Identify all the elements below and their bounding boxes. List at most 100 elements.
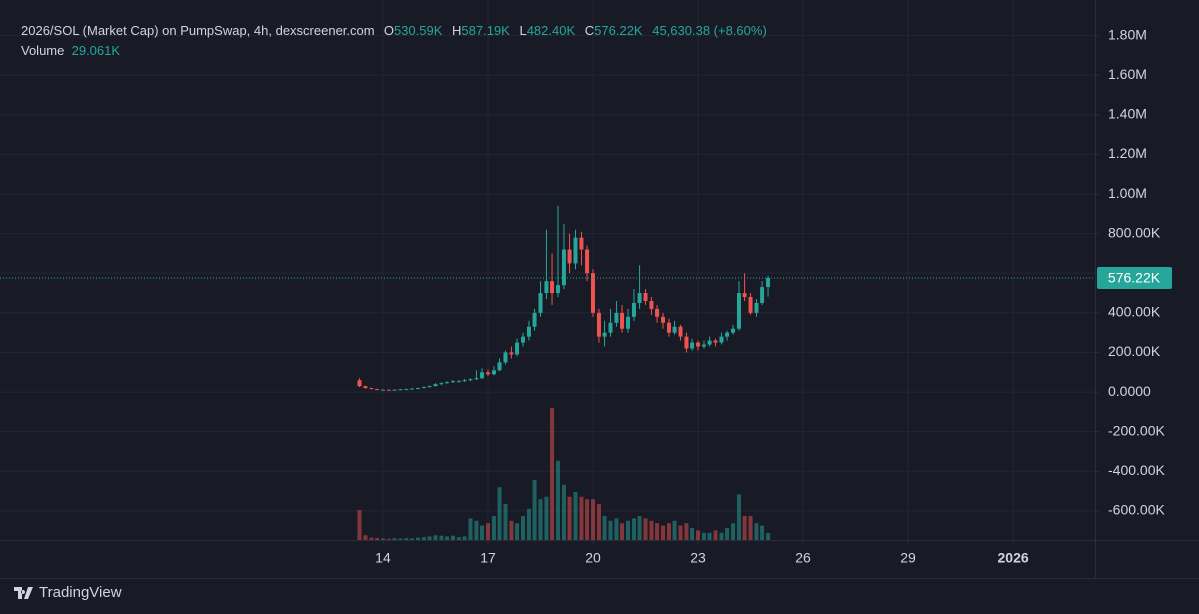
candle-body: [655, 308, 660, 317]
candle-body: [526, 326, 531, 337]
volume-bar: [509, 520, 514, 540]
candle-body: [748, 297, 753, 313]
volume-bar: [497, 487, 502, 540]
volume-bar: [725, 528, 730, 540]
open-key: O: [383, 23, 394, 38]
volume-bar: [655, 523, 660, 540]
candle-body: [602, 332, 607, 337]
volume-bar: [626, 520, 631, 540]
volume-bar: [748, 516, 753, 540]
volume-bar: [713, 530, 718, 540]
volume-bar: [421, 537, 426, 540]
volume-bar: [520, 516, 525, 540]
candle-body: [392, 389, 397, 391]
volume-value: 29.061K: [71, 43, 121, 58]
candle-body: [550, 281, 555, 294]
candle-body: [591, 273, 596, 313]
footer[interactable]: TradingView: [14, 584, 122, 601]
volume-bar: [532, 480, 537, 540]
candle-body: [696, 342, 701, 347]
volume-bar: [707, 532, 712, 540]
candle-body: [573, 237, 578, 264]
candle-body: [754, 302, 759, 313]
high-value: 587.19K: [461, 23, 510, 38]
candle-body: [637, 293, 642, 303]
candle-body: [532, 312, 537, 327]
candle-body: [713, 340, 718, 343]
candle-body: [433, 384, 438, 387]
volume-bar: [643, 518, 648, 540]
candle-body: [439, 383, 444, 385]
x-tick-label: 2026: [998, 550, 1029, 566]
volume-bar: [666, 523, 671, 540]
volume-bar: [485, 523, 490, 540]
candle-body: [731, 328, 736, 333]
candle-body: [485, 372, 490, 375]
candle-body: [491, 370, 496, 375]
candle-body: [456, 381, 461, 383]
candle-body: [462, 380, 467, 382]
volume-bar: [450, 535, 455, 540]
volume-bar: [363, 535, 368, 540]
volume-bar: [398, 538, 403, 540]
volume-bar: [591, 499, 596, 540]
candle-body: [386, 389, 391, 391]
y-tick-label: 800.00K: [1108, 224, 1161, 240]
candle-body: [538, 293, 543, 313]
volume-bar: [415, 537, 420, 540]
volume-key: Volume: [21, 43, 65, 58]
volume-bar: [573, 492, 578, 540]
candle-body: [450, 381, 455, 383]
volume-bar: [515, 523, 520, 540]
x-tick-label: 17: [480, 550, 496, 566]
volume-bar: [614, 518, 619, 540]
last-price-tag: [1097, 266, 1172, 289]
candle-body: [760, 287, 765, 303]
y-tick-label: -400.00K: [1108, 462, 1165, 478]
volume-bar: [731, 523, 736, 540]
brand-logo: [14, 586, 33, 599]
volume-bar: [631, 518, 636, 540]
legend: 2026/SOL (Market Cap) on PumpSwap, 4h, d…: [21, 21, 773, 61]
volume-bar: [357, 510, 362, 540]
candle-body: [474, 378, 479, 380]
high-key: H: [452, 23, 462, 38]
y-tick-label: 1.00M: [1108, 185, 1147, 201]
candle-body: [415, 388, 420, 390]
candle-body: [690, 342, 695, 349]
close-key: C: [584, 23, 595, 38]
y-tick-label: 1.40M: [1108, 106, 1147, 122]
candle-body: [736, 293, 741, 329]
low-value: 482.40K: [526, 23, 576, 38]
volume-bar: [392, 538, 397, 540]
y-tick-label: 0.0000: [1108, 383, 1151, 399]
candle-body: [363, 386, 368, 389]
volume-bar: [503, 504, 508, 540]
candle-body: [375, 389, 380, 391]
volume-bar: [561, 484, 566, 540]
volume-bar: [556, 460, 561, 540]
candle-body: [544, 281, 549, 294]
volume-bar: [456, 537, 461, 540]
candle-body: [596, 312, 601, 337]
candle-body: [614, 312, 619, 323]
volume-bar: [602, 516, 607, 540]
volume-bar: [672, 520, 677, 540]
volume-bar: [596, 504, 601, 540]
volume-bar: [760, 525, 765, 540]
candle-body: [480, 372, 485, 379]
candle-body: [468, 379, 473, 381]
candle-body: [626, 316, 631, 329]
volume-bar: [661, 525, 666, 540]
volume-bar: [544, 496, 549, 540]
volume-bar: [445, 536, 450, 540]
candle-body: [585, 249, 590, 274]
y-tick-label: -200.00K: [1108, 422, 1165, 438]
volume-bar: [538, 499, 543, 540]
candle-body: [398, 389, 403, 391]
candle-body: [421, 387, 426, 389]
volume-bar: [567, 496, 572, 540]
volume-bar: [690, 528, 695, 540]
candle-body: [666, 322, 671, 333]
candle-body: [631, 302, 636, 317]
